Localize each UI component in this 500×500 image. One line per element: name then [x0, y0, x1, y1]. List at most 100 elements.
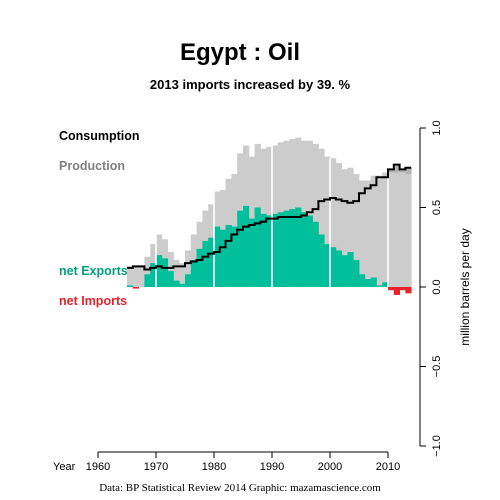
y-tick-label: −0.5	[431, 356, 443, 378]
net-exports-bar	[364, 279, 371, 287]
chart-title: Egypt : Oil	[180, 39, 300, 66]
consumption-excess-bar	[393, 164, 400, 173]
x-tick-label: 2000	[318, 461, 342, 473]
net-exports-bar	[214, 226, 221, 287]
net-exports-bar	[370, 277, 377, 287]
net-exports-bar	[150, 263, 157, 287]
net-exports-bar	[312, 221, 319, 287]
consumption-excess-bar	[399, 169, 406, 173]
credit-line: Data: BP Statistical Review 2014 Graphic…	[99, 482, 381, 494]
production-bar	[335, 162, 342, 287]
production-bar	[353, 174, 360, 287]
y-tick-label: −1.0	[431, 435, 443, 457]
production-bar	[388, 172, 395, 287]
net-exports-bar	[272, 213, 279, 287]
net-exports-bar	[295, 207, 302, 287]
production-bar	[306, 140, 313, 287]
production-bar	[144, 256, 151, 287]
production-bar	[376, 175, 383, 287]
y-axis-title: million barrels per day	[458, 228, 472, 345]
x-tick-label: 1990	[260, 461, 284, 473]
net-exports-bar	[266, 215, 273, 287]
net-exports-bar	[127, 285, 134, 287]
y-tick-label: 1.0	[431, 120, 443, 135]
production-bar	[179, 263, 186, 287]
net-exports-bar	[231, 226, 238, 287]
net-exports-bar	[341, 255, 348, 287]
legend-production: Production	[59, 159, 125, 173]
net-exports-bar	[283, 210, 290, 287]
production-bar	[312, 143, 319, 287]
net-imports-bar	[388, 287, 395, 291]
x-axis-year-label: Year	[53, 461, 76, 473]
net-exports-bar	[161, 258, 168, 287]
production-bar	[138, 266, 145, 287]
production-bar	[405, 174, 412, 287]
legend-net-imports: net Imports	[59, 294, 127, 308]
production-bar	[132, 267, 139, 287]
chart-subtitle: 2013 imports increased by 39. %	[150, 77, 351, 92]
net-exports-bar	[202, 240, 209, 287]
production-bar	[127, 266, 134, 287]
net-imports-bar	[399, 287, 406, 291]
net-exports-bar	[196, 248, 203, 287]
production-bar	[341, 169, 348, 287]
net-exports-bar	[353, 259, 360, 287]
net-exports-bar	[277, 212, 284, 287]
net-exports-bar	[185, 274, 192, 287]
net-exports-bar	[318, 234, 325, 287]
net-exports-bar	[254, 207, 261, 287]
x-tick-label: 1970	[144, 461, 168, 473]
net-exports-bar	[225, 224, 232, 287]
production-bar	[318, 148, 325, 287]
net-imports-bar	[405, 287, 412, 294]
net-exports-bar	[248, 218, 255, 287]
production-bar	[185, 250, 192, 287]
plot-area	[127, 137, 412, 295]
consumption-line	[127, 163, 412, 271]
net-exports-bar	[324, 244, 331, 287]
net-exports-bar	[219, 229, 226, 287]
net-exports-bar	[190, 259, 197, 287]
x-tick-label: 1960	[86, 461, 110, 473]
net-exports-bar	[347, 252, 354, 287]
production-bar	[359, 180, 366, 287]
legend-net-exports: net Exports	[59, 264, 128, 278]
net-imports-bar	[132, 287, 139, 289]
net-exports-bar	[243, 205, 250, 287]
production-bar	[364, 180, 371, 287]
x-tick-label: 2010	[376, 461, 400, 473]
x-tick-label: 1980	[202, 461, 226, 473]
net-exports-bar	[335, 250, 342, 287]
production-bar	[167, 252, 174, 287]
production-bar	[324, 156, 331, 287]
net-exports-bar	[167, 271, 174, 287]
net-exports-bar	[173, 280, 180, 287]
production-bar	[370, 175, 377, 287]
net-exports-bar	[289, 209, 296, 287]
production-bar	[173, 259, 180, 287]
production-bar	[330, 158, 337, 287]
y-tick-label: 0.0	[431, 279, 443, 294]
consumption-excess-bar	[405, 167, 412, 175]
production-bar	[382, 172, 389, 287]
net-exports-bar	[208, 237, 215, 287]
net-exports-bar	[144, 274, 151, 287]
production-bar	[347, 167, 354, 287]
y-tick-label: 0.5	[431, 200, 443, 215]
net-exports-bar	[301, 212, 308, 287]
net-exports-bar	[237, 210, 244, 287]
production-bar	[399, 172, 406, 287]
net-exports-bar	[376, 285, 383, 287]
net-exports-bar	[260, 213, 267, 287]
consumption-excess-bar	[388, 169, 395, 173]
x-axis: 1960 1970 1980 1990 2000 2010 Year	[53, 451, 400, 473]
legend-consumption: Consumption	[59, 129, 140, 143]
production-bar	[393, 172, 400, 287]
net-exports-bar	[156, 255, 163, 287]
net-exports-bar	[359, 274, 366, 287]
net-exports-bar	[179, 283, 186, 287]
net-exports-bar	[306, 215, 313, 287]
y-axis: 1.0 0.5 0.0 −0.5 −1.0 million barrels per da…	[419, 120, 472, 457]
